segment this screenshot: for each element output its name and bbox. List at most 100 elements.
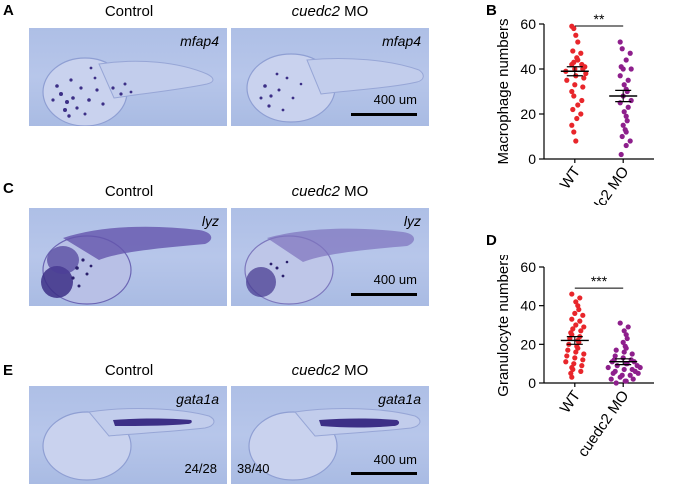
- data-point: [573, 322, 579, 328]
- data-point: [575, 345, 581, 351]
- panel-label-d: D: [486, 232, 497, 249]
- col-title-control-a: Control: [104, 3, 154, 20]
- data-point: [580, 84, 586, 90]
- data-point: [635, 370, 641, 376]
- gene-label-a-control: mfap4: [180, 33, 219, 49]
- data-point: [624, 335, 630, 342]
- mo-suffix: MO: [340, 362, 369, 379]
- y-axis-label: Macrophage numbers: [495, 19, 512, 165]
- mo-gene-name: cuedc2: [291, 362, 341, 379]
- col-title-control-e: Control: [104, 362, 154, 379]
- scale-label-c: 400 um: [373, 272, 417, 287]
- data-point: [619, 133, 625, 140]
- data-point: [625, 77, 631, 83]
- y-tick-label: 0: [528, 151, 536, 167]
- data-point: [578, 328, 584, 334]
- data-point: [627, 138, 633, 144]
- data-point: [623, 57, 629, 63]
- data-point: [583, 70, 589, 77]
- y-tick-label: 60: [520, 16, 536, 32]
- data-point: [579, 97, 585, 104]
- scale-bar-c: [351, 293, 417, 296]
- data-point: [629, 351, 635, 357]
- data-point: [610, 370, 616, 376]
- embryo-e-control: [42, 408, 215, 481]
- embryo-e-mo: [248, 408, 421, 481]
- data-point: [569, 122, 575, 128]
- embryo-a-control: [42, 57, 214, 126]
- scale-bar-e: [351, 472, 417, 475]
- ratio-e-control: 24/28: [184, 461, 217, 476]
- scale-label-e: 400 um: [373, 452, 417, 467]
- data-point: [575, 39, 581, 45]
- y-tick-label: 40: [520, 298, 536, 314]
- data-point: [621, 349, 627, 355]
- embryo-a-mo: [246, 53, 424, 123]
- data-point: [573, 299, 579, 305]
- x-tick-label: WT: [557, 388, 584, 417]
- data-point: [620, 66, 626, 72]
- col-title-mo-a: cuedc2 MO: [231, 3, 429, 20]
- data-point: [573, 349, 579, 355]
- data-point: [569, 61, 575, 68]
- data-point: [621, 328, 627, 334]
- data-point: [620, 122, 626, 128]
- data-point: [569, 88, 575, 95]
- data-point: [623, 345, 629, 351]
- panel-label-b: B: [486, 2, 497, 19]
- data-point: [617, 374, 623, 380]
- y-axis-label: Granulocyte numbers: [495, 255, 512, 397]
- data-point: [578, 50, 584, 56]
- significance-label: **: [594, 11, 605, 27]
- data-point: [569, 291, 575, 297]
- significance-label: ***: [591, 273, 608, 289]
- gene-label-e-control: gata1a: [176, 391, 219, 407]
- data-point: [571, 129, 577, 135]
- data-point: [620, 339, 626, 345]
- data-point: [630, 376, 636, 382]
- data-point: [578, 368, 584, 374]
- data-point: [608, 376, 614, 382]
- image-e-control: gata1a 24/28: [29, 386, 227, 484]
- mo-suffix: MO: [340, 183, 369, 200]
- data-point: [614, 363, 620, 369]
- data-point: [565, 347, 571, 353]
- data-point: [613, 380, 619, 386]
- data-point: [575, 102, 581, 108]
- mo-gene-name: cuedc2: [291, 3, 341, 20]
- data-point: [621, 366, 627, 373]
- data-point: [571, 93, 577, 99]
- data-point: [619, 46, 625, 52]
- data-point: [623, 142, 629, 149]
- data-point: [628, 97, 634, 104]
- data-point: [621, 109, 627, 115]
- data-point: [581, 324, 587, 330]
- y-tick-label: 60: [520, 259, 536, 275]
- data-point: [621, 82, 627, 88]
- data-point: [577, 318, 583, 324]
- data-point: [627, 50, 633, 56]
- col-title-control-c: Control: [104, 183, 154, 200]
- data-point: [571, 25, 577, 32]
- data-point: [580, 312, 586, 318]
- data-point: [623, 378, 629, 384]
- data-point: [580, 357, 586, 363]
- gene-label-a-mo: mfap4: [382, 33, 421, 49]
- x-tick-label: cuedc2 MO: [575, 164, 633, 205]
- panel-label-a: A: [3, 2, 14, 19]
- mo-suffix: MO: [340, 3, 369, 20]
- image-c-mo: lyz 400 um: [231, 208, 429, 306]
- data-point: [581, 75, 587, 81]
- image-e-mo: gata1a 38/40 400 um: [231, 386, 429, 484]
- y-tick-label: 20: [520, 106, 536, 122]
- data-point: [564, 77, 570, 83]
- data-point: [624, 118, 630, 124]
- data-point: [573, 138, 579, 144]
- data-point: [569, 316, 575, 322]
- data-point: [623, 113, 629, 119]
- data-point: [575, 57, 581, 63]
- embryo-c-mo: [244, 228, 415, 305]
- embryo-c-control: [41, 226, 212, 305]
- y-tick-label: 20: [520, 336, 536, 352]
